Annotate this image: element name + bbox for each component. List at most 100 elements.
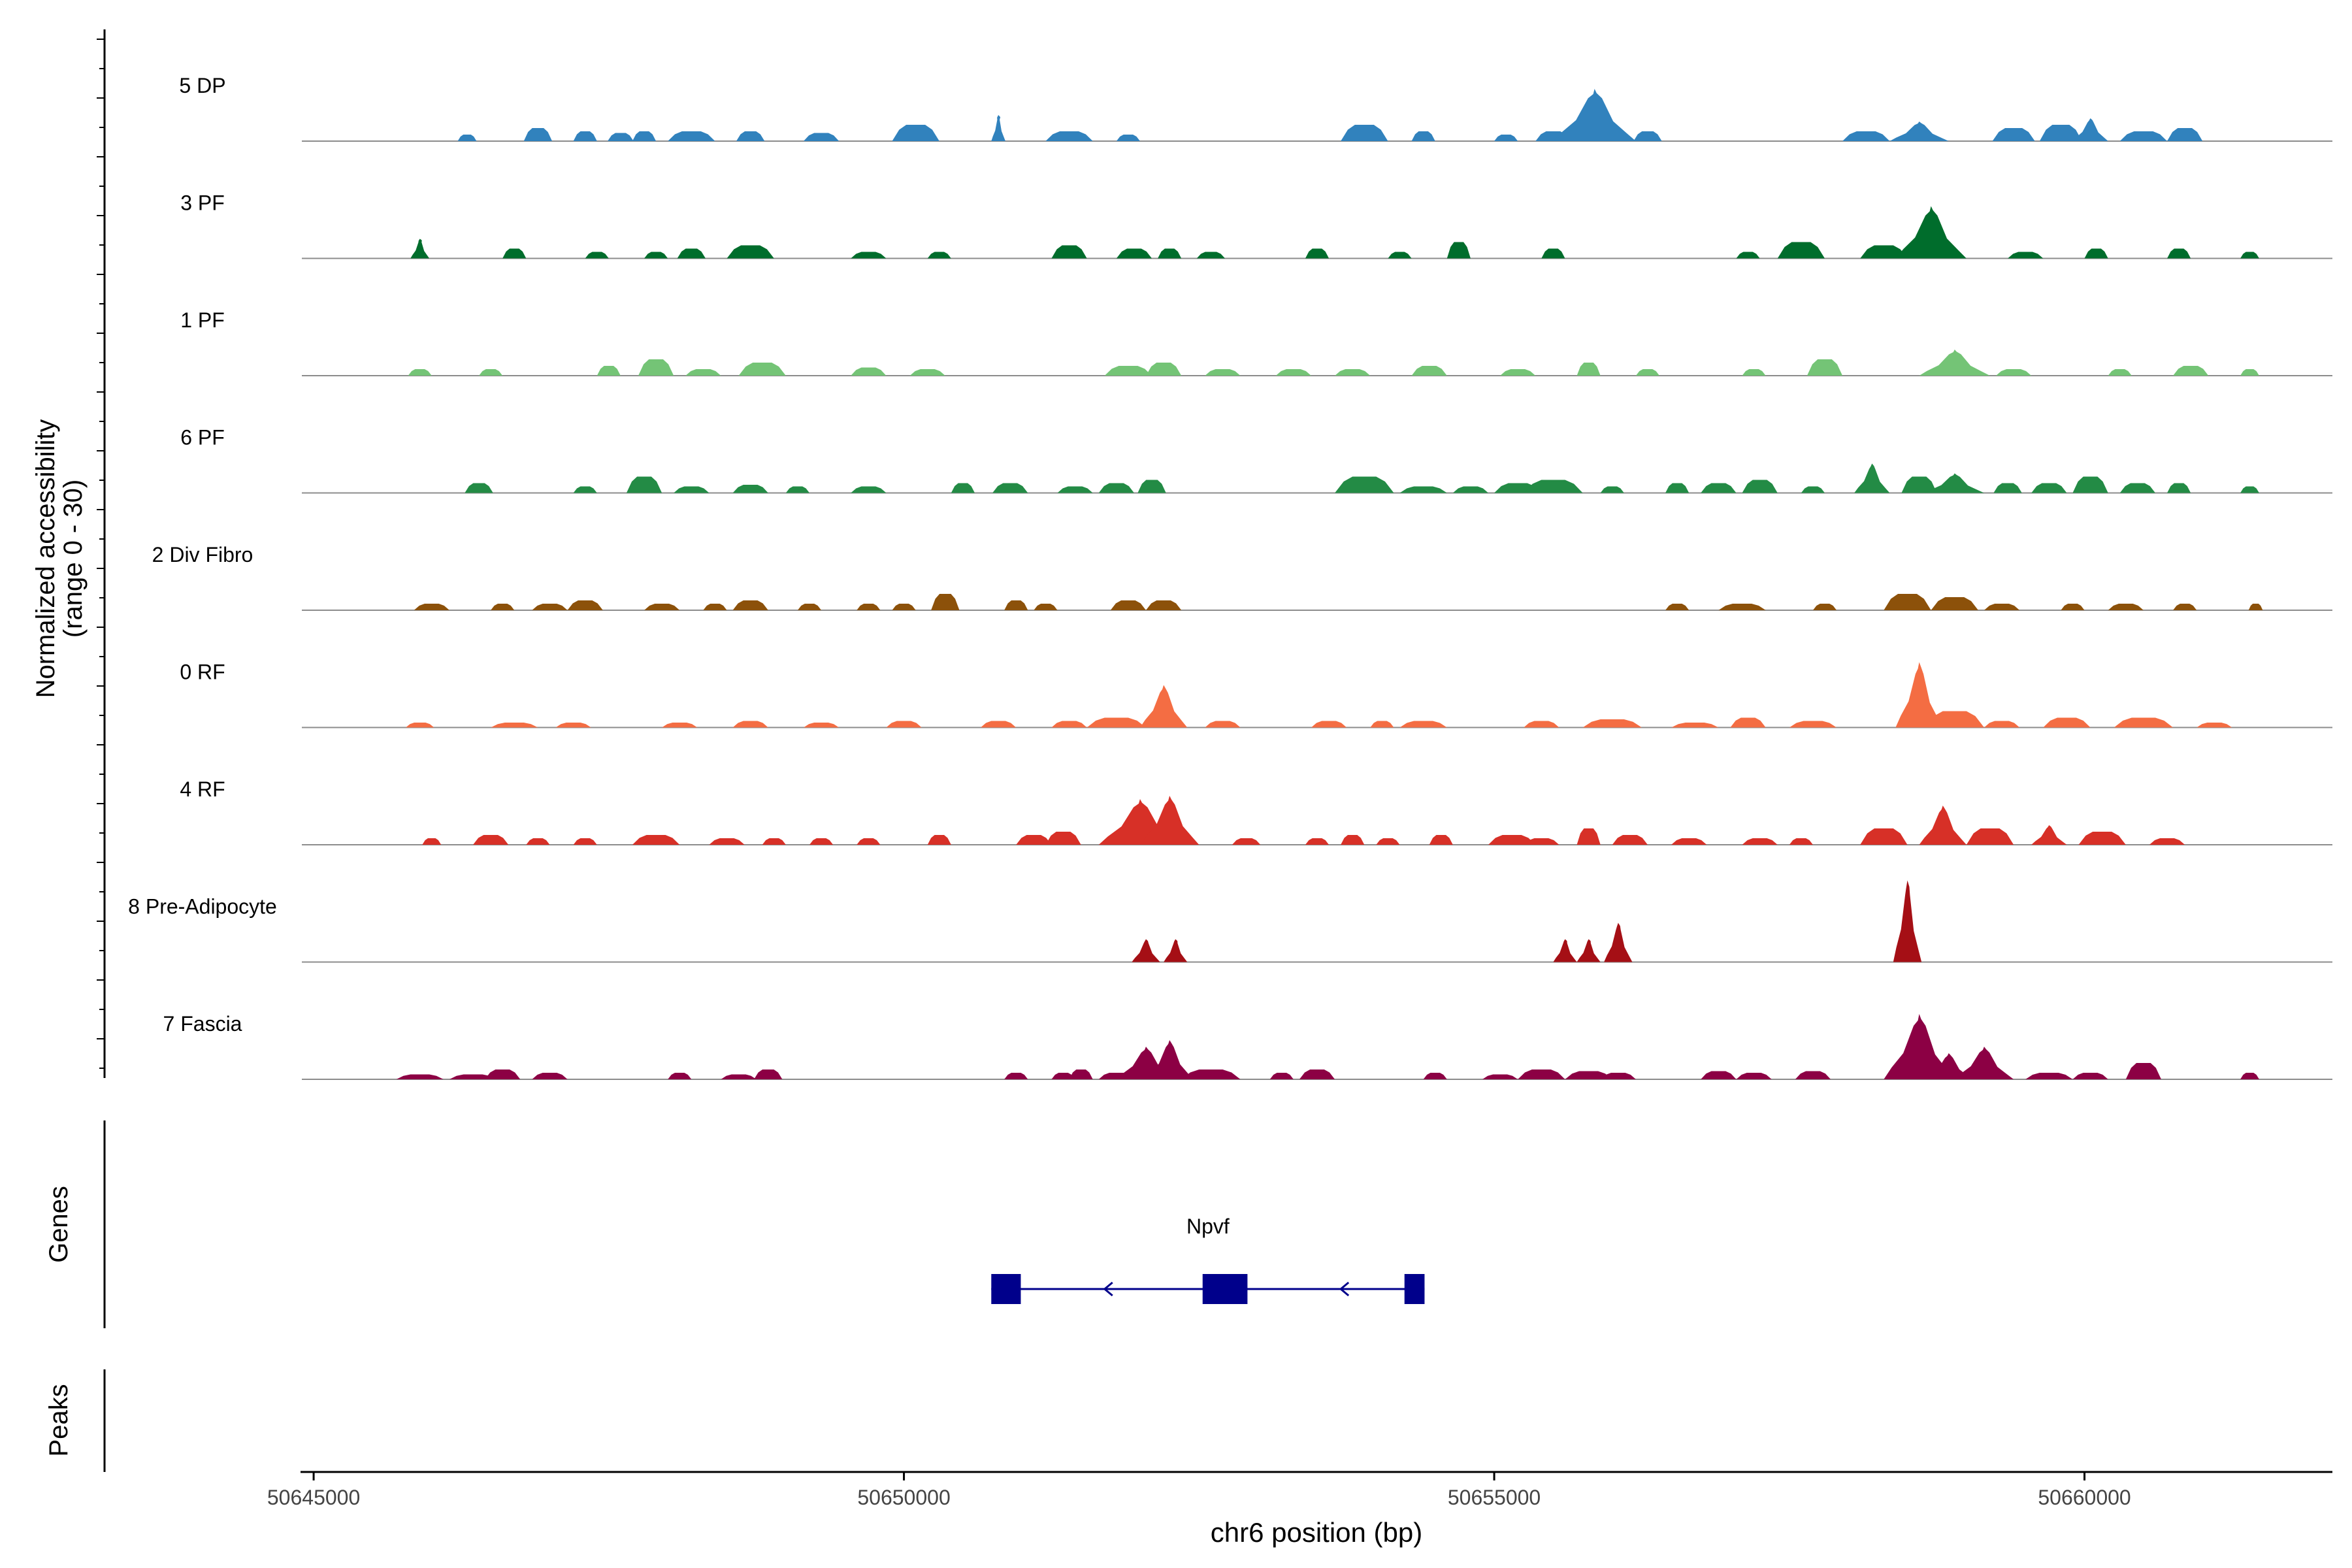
coverage-peak	[1045, 832, 1081, 845]
coverage-peak	[408, 369, 432, 376]
x-axis-tick-label: 50655000	[1448, 1486, 1541, 1509]
coverage-peak	[685, 369, 721, 376]
coverage-peak	[1993, 483, 2022, 493]
coverage-peak	[851, 367, 887, 376]
track-4: 2 Div Fibro	[152, 543, 2332, 611]
coverage-peak	[1524, 721, 1560, 728]
coverage-peak	[1854, 463, 1890, 493]
coverage-peak	[626, 476, 662, 493]
coverage-peak	[1604, 923, 1633, 962]
coverage-peak	[1335, 476, 1394, 493]
coverage-peak	[1895, 206, 1967, 259]
coverage-peak	[2167, 483, 2191, 493]
coverage-peak	[1110, 600, 1146, 610]
genes-panel-label: Genes	[44, 1186, 73, 1263]
track-6: 4 RF	[180, 777, 2332, 845]
coverage-peak	[668, 131, 715, 141]
coverage-peak	[1069, 1070, 1093, 1079]
coverage-peak	[2072, 118, 2108, 141]
coverage-peak	[632, 835, 680, 845]
coverage-peak	[1429, 835, 1453, 845]
coverage-peak	[1931, 597, 1978, 610]
coverage-peak	[1482, 1074, 1518, 1079]
coverage-peak	[1984, 721, 2020, 728]
coverage-peak	[1671, 723, 1719, 728]
coverage-peak	[1132, 939, 1160, 962]
coverage-peak	[414, 604, 449, 610]
coverage-peak	[1399, 486, 1447, 493]
coverage-peak	[1494, 135, 1518, 141]
coverage-peak	[1718, 604, 1766, 610]
coverage-peak	[1966, 828, 2014, 845]
coverage-peak	[797, 604, 822, 610]
coverage-peak	[1232, 838, 1261, 845]
track-2: 1 PF	[180, 308, 2332, 376]
coverage-peak	[596, 366, 621, 376]
coverage-peak	[709, 838, 745, 845]
coverage-peak	[1812, 604, 1837, 610]
track-label: 7 Fascia	[163, 1012, 242, 1036]
coverage-peak	[2167, 248, 2191, 259]
coverage-peak	[638, 359, 674, 376]
coverage-peak	[851, 252, 887, 259]
coverage-peak	[1269, 1073, 1294, 1079]
coverage-peak	[1411, 366, 1447, 376]
coverage-peak	[1139, 796, 1200, 845]
coverage-peak	[892, 604, 916, 610]
coverage-peak	[1612, 835, 1648, 845]
coverage-peak	[1925, 1053, 1972, 1079]
gene-exon	[1404, 1274, 1425, 1304]
coverage-peak	[532, 1073, 568, 1079]
track-label: 6 PF	[180, 426, 225, 449]
track-label: 3 PF	[180, 191, 225, 215]
coverage-peak	[1576, 828, 1601, 845]
coverage-peak	[1423, 1073, 1447, 1079]
peaks-panel: Peaks	[44, 1369, 106, 1472]
coverage-peak	[555, 723, 591, 728]
track-label: 5 DP	[179, 74, 225, 97]
coverage-peak	[644, 604, 680, 610]
x-axis: 50645000 50650000 50655000 50660000 chr6 po…	[267, 1471, 2332, 1548]
coverage-peak	[1341, 835, 1365, 845]
coverage-peak	[573, 131, 597, 141]
coverage-peak	[2043, 717, 2091, 728]
coverage-peak	[1565, 1071, 1612, 1079]
coverage-peak	[674, 486, 710, 493]
coverage-peak	[2084, 248, 2108, 259]
coverage-peak	[1164, 939, 1188, 962]
coverage-peak	[2114, 717, 2174, 728]
coverage-peak	[410, 238, 430, 259]
coverage-peak	[2240, 486, 2259, 493]
coverage-peak	[485, 1070, 521, 1079]
track-3: 6 PF	[180, 426, 2332, 494]
coverage-peak	[1777, 242, 1825, 259]
coverage-peak	[1736, 1073, 1772, 1079]
coverage-peak	[1893, 880, 1922, 962]
track-label: 4 RF	[180, 777, 225, 801]
coverage-peak	[1925, 711, 1984, 728]
coverage-peak	[1181, 1070, 1241, 1079]
coverage-peak	[1925, 473, 1984, 493]
coverage-peak	[909, 369, 945, 376]
coverage-peak	[1004, 1073, 1028, 1079]
coverage-peak	[927, 835, 951, 845]
coverage-peak	[1633, 131, 1662, 141]
y-axis-ticks	[97, 39, 105, 1069]
coverage-peak	[732, 721, 768, 728]
coverage-peak	[851, 486, 887, 493]
coverage-peak	[1305, 248, 1330, 259]
coverage-peak	[2167, 128, 2203, 141]
coverage-peak	[1742, 369, 1766, 376]
coverage-peak	[2125, 1063, 2161, 1079]
track-label: 2 Div Fibro	[152, 543, 253, 566]
coverage-peak	[1205, 369, 1241, 376]
track-5: 0 RF	[180, 661, 2332, 728]
coverage-peak	[1801, 486, 1825, 493]
gene-name-label: Npvf	[1186, 1215, 1230, 1238]
coverage-peak	[1057, 486, 1093, 493]
coverage-peak	[1446, 242, 1471, 259]
peaks-panel-label: Peaks	[44, 1384, 73, 1456]
coverage-peak	[2119, 483, 2155, 493]
coverage-peak	[1600, 486, 1624, 493]
coverage-peak	[585, 252, 609, 259]
